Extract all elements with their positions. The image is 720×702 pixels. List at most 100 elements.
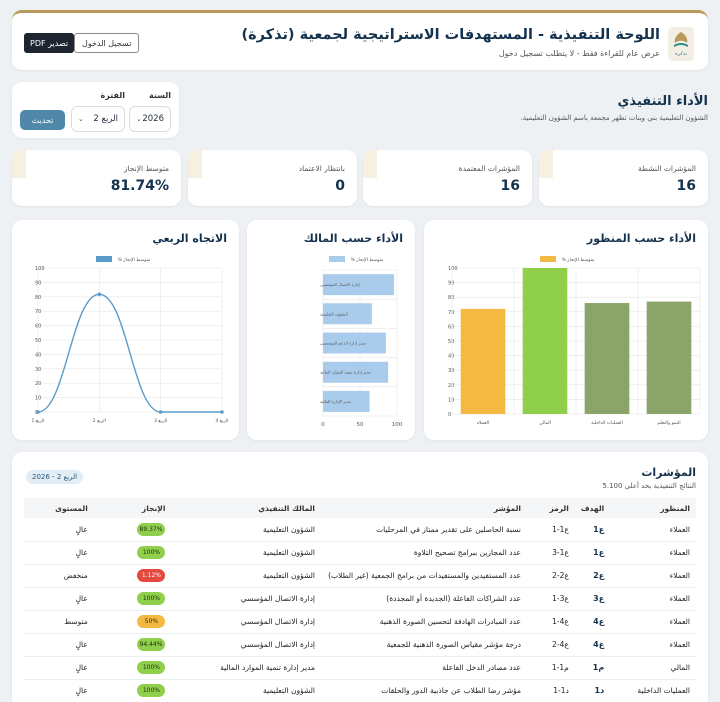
col-code: الرمز [527, 498, 575, 518]
year-label: السنة [148, 91, 171, 100]
card-corner-decor [363, 150, 377, 178]
col-achievement: الإنجاز [93, 498, 172, 518]
goal-cell: م1 [574, 656, 611, 680]
trend-chart-card: الاتجاه الربعي متوسط الإنجاز %0102030405… [12, 220, 239, 440]
code-cell: ع1-1 [527, 518, 575, 542]
owner-cell: إدارة الاتصال المؤسسي [171, 633, 322, 657]
level-cell: عالٍ [24, 656, 94, 680]
y-tick-label: 20 [448, 383, 454, 389]
owner-chart-title: الأداء حسب المالك [303, 232, 403, 245]
trend-line [37, 293, 222, 413]
code-cell: د1-1 [527, 679, 575, 702]
code-cell: ع4-1 [527, 610, 575, 634]
kpi-value: 16 [676, 178, 696, 194]
achievement-cell: 94.44% [93, 633, 172, 657]
perspective-cell: العملاء [610, 518, 696, 542]
owner-cell: مدير إدارة تنمية الموارد المالية [171, 656, 322, 680]
table-row: العملاء ع2 ع2-2 عدد المستفيدين والمستفيدات … [24, 564, 696, 588]
goal-cell: ع4 [574, 633, 611, 657]
code-cell: ع3-1 [527, 587, 575, 611]
update-button[interactable]: تحديث [20, 110, 65, 130]
owner-cell: الشؤون التعليمية [171, 518, 322, 542]
trend-point-0 [36, 410, 40, 414]
col-perspective: المنظور [610, 498, 696, 518]
col-owner: المالك التنفيذي [171, 498, 322, 518]
year-select[interactable]: 2026 ⌄ [129, 106, 171, 132]
bar-0 [323, 274, 395, 296]
login-button[interactable]: تسجيل الدخول [74, 33, 140, 53]
bar-1 [522, 268, 568, 414]
kpi-label: بانتظار الاعتماد [298, 164, 345, 173]
achievement-badge: 1.12% [137, 569, 166, 582]
x-tick-label: الربع 2 [93, 418, 106, 424]
bar-4 [323, 390, 370, 412]
trend-point-1 [97, 292, 102, 297]
x-tick-label: 100 [392, 422, 403, 428]
achievement-badge: 100% [137, 546, 166, 559]
table-row: العمليات الداخلية د1 د1-1 مؤشر رضا الطلاب ع… [24, 679, 696, 702]
table-header-row: المنظور الهدف الرمز المؤشر المالك التنفي… [24, 498, 696, 518]
owner-chart: متوسط الإنجاز % 0 50 100 إدارة الاتصال المؤس… [320, 256, 403, 428]
x-tick-label: العمليات الداخلية [591, 421, 623, 426]
card-corner-decor [188, 150, 202, 178]
perspective-cell: العملاء [610, 587, 696, 611]
col-level: المستوى [24, 498, 94, 518]
indicator-cell: عدد المستفيدين والمستفيدات من برامج الجم… [321, 564, 527, 588]
indicators-title: المؤشرات [641, 466, 696, 479]
legend-swatch [96, 256, 112, 262]
kpi-label: متوسط الإنجاز [123, 164, 169, 173]
export-pdf-button[interactable]: تصدير PDF [24, 33, 75, 53]
table-row: العملاء ع1 ع1-1 نسبة الحاصلين على تقدير ممت… [24, 518, 696, 542]
achievement-badge: 100% [137, 661, 166, 674]
perspective-cell: العملاء [610, 564, 696, 588]
owner-cell: الشؤون التعليمية [171, 679, 322, 702]
level-cell: عالٍ [24, 679, 94, 702]
goal-cell: ع4 [574, 610, 611, 634]
x-tick-label: 0 [321, 422, 325, 428]
period-select[interactable]: الربع 2 ⌄ [71, 106, 125, 132]
tathkirah-logo: تذكرة [668, 27, 694, 61]
y-tick-label: 70 [448, 310, 454, 316]
level-cell: عالٍ [24, 518, 94, 542]
owner-cell: إدارة الاتصال المؤسسي [171, 610, 322, 634]
table-row: المالي م1 م1-1 عدد مصادر الدخل الفاعلة مدير … [24, 656, 696, 680]
level-cell: عالٍ [24, 541, 94, 565]
achievement-cell: 89.37% [93, 518, 172, 542]
goal-cell: ع1 [574, 541, 611, 565]
legend-label: متوسط الإنجاز % [562, 257, 595, 263]
y-tick-label: 40 [448, 354, 454, 360]
bar-2 [584, 303, 630, 414]
achievement-cell: 100% [93, 541, 172, 565]
code-cell: ع1-3 [527, 541, 575, 565]
kpi-value: 16 [500, 178, 520, 194]
card-corner-decor [12, 150, 26, 178]
y-tick-label: 60 [448, 324, 454, 330]
filters-panel: السنة الفترة 2026 ⌄ الربع 2 ⌄ تحديث [12, 82, 179, 138]
code-cell: ع4-2 [527, 633, 575, 657]
y-tick-label: مدير إدارة الدعم المؤسسي [320, 341, 366, 347]
indicator-cell: مؤشر رضا الطلاب عن جاذبية الدور والحلقات [321, 679, 527, 702]
achievement-badge: 94.44% [136, 638, 166, 651]
chevron-down-icon: ⌄ [78, 115, 84, 123]
kpi-value: 0 [335, 178, 345, 194]
x-tick-label: الربع 4 [215, 418, 228, 424]
y-tick-label: 90 [448, 281, 454, 287]
indicator-cell: عدد المبادرات الهادفة لتحسين الصورة الذه… [321, 610, 527, 634]
level-cell: متوسط [24, 610, 94, 634]
code-cell: ع2-2 [527, 564, 575, 588]
indicator-cell: نسبة الحاصلين على تقدير ممتاز في المرحلي… [321, 518, 527, 542]
indicators-panel: المؤشرات النتائج التنفيذية بحد أعلى 5.10… [12, 452, 708, 702]
x-tick-label: الربع 3 [154, 418, 167, 424]
indicators-subtitle: النتائج التنفيذية بحد أعلى 5.100 [602, 482, 696, 490]
legend-swatch [540, 256, 556, 262]
x-tick-label: النمو والتعلم [657, 421, 680, 426]
table-row: العملاء ع4 ع4-2 درجة مؤشر مقياس الصورة الذه… [24, 633, 696, 657]
indicator-cell: عدد المجازين ببرامج تصحيح التلاوة [321, 541, 527, 565]
perspective-cell: العملاء [610, 610, 696, 634]
legend-label: متوسط الإنجاز % [118, 257, 151, 263]
chevron-down-icon: ⌄ [136, 115, 142, 123]
y-tick-label: مدير الإدارة المالية [320, 399, 351, 405]
trend-chart: متوسط الإنجاز %0102030405060708090100الر… [31, 256, 229, 424]
kpi-card-average: متوسط الإنجاز 81.74% [12, 150, 181, 206]
achievement-cell: 1.12% [93, 564, 172, 588]
